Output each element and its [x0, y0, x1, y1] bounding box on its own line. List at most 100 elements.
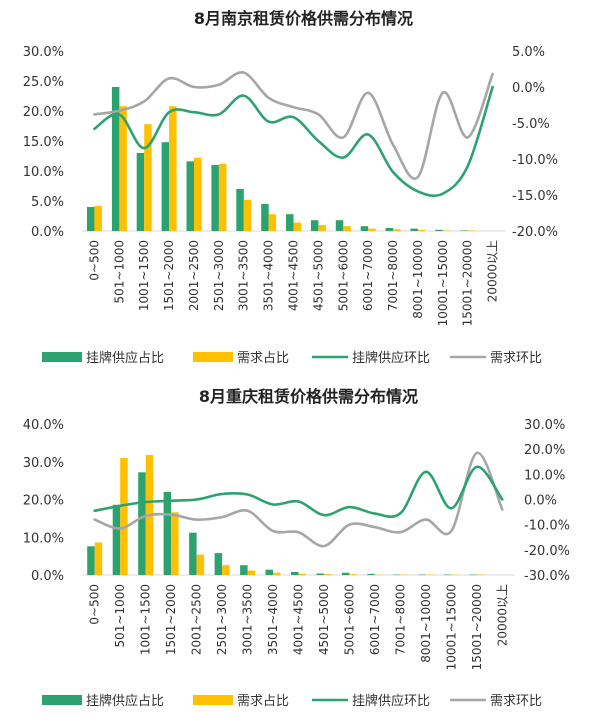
category-label: 20000以上	[486, 240, 500, 302]
bar-supply	[236, 189, 244, 231]
category-label: 7001~8000	[393, 584, 407, 655]
left-axis-tick: 20.0%	[23, 105, 64, 120]
category-label: 15001~20000	[470, 584, 484, 670]
bar-supply	[316, 573, 324, 575]
legend-label: 挂牌供应环比	[352, 350, 430, 366]
bar-supply	[410, 228, 418, 231]
bar-supply	[111, 87, 120, 231]
category-label: 2001~2500	[190, 584, 204, 655]
category-label: 15001~20000	[461, 240, 475, 326]
bar-demand	[120, 458, 128, 575]
bar-supply	[310, 220, 319, 231]
bar-supply	[265, 569, 273, 575]
right-axis-tick: -30.0%	[524, 569, 570, 584]
legend-label: 需求占比	[237, 351, 289, 366]
line-demand-mom	[93, 451, 504, 548]
category-label: 1501~2000	[164, 584, 178, 655]
bar-demand	[94, 542, 103, 575]
left-axis-tick: 25.0%	[23, 75, 64, 90]
left-axis-tick: 0.0%	[31, 569, 64, 584]
category-label: 1001~1500	[139, 584, 153, 655]
legend-label: 挂牌供应占比	[86, 350, 164, 366]
category-label: 10001~15000	[444, 584, 458, 670]
right-axis-tick: 0.0%	[524, 494, 557, 509]
legend-swatch	[42, 695, 82, 705]
legend-item: 挂牌供应环比	[312, 350, 430, 366]
left-axis-tick: 30.0%	[23, 456, 64, 471]
legend-item: 挂牌供应占比	[42, 350, 164, 366]
bar-supply	[385, 228, 394, 231]
right-axis-tick: 5.0%	[512, 45, 545, 60]
bar-demand	[144, 124, 152, 231]
bar-demand	[417, 229, 426, 231]
bar-demand	[169, 106, 177, 231]
left-axis-tick: 10.0%	[23, 165, 64, 180]
category-label: 4501~5000	[311, 240, 325, 311]
right-axis-tick: -20.0%	[512, 225, 558, 240]
right-axis-tick: -15.0%	[512, 189, 558, 204]
bar-demand	[442, 230, 451, 231]
category-label: 3001~3500	[241, 584, 255, 655]
line-demand-mom	[93, 71, 494, 180]
right-axis-tick: -20.0%	[524, 544, 570, 559]
left-axis-tick: 15.0%	[23, 135, 64, 150]
bar-demand	[298, 573, 306, 575]
chart-panel-2: 8月重庆租赁价格供需分布情况 0.0% 10.0% 20.0% 30.0% 40.0% -3…	[23, 387, 570, 709]
legend-label: 挂牌供应占比	[86, 693, 164, 709]
bar-supply	[163, 491, 172, 575]
category-label: 0~500	[88, 584, 102, 625]
bar-demand	[119, 106, 127, 231]
bar-demand	[218, 163, 227, 231]
right-axis-tick: 30.0%	[524, 418, 565, 433]
category-label: 1001~1500	[137, 240, 151, 311]
bar-demand	[243, 199, 252, 231]
right-axis-tick: 10.0%	[524, 468, 565, 483]
bar-supply	[443, 574, 452, 576]
bar-demand	[343, 226, 351, 231]
bar-demand	[293, 222, 301, 231]
bar-supply	[341, 572, 350, 575]
category-label: 2501~3000	[212, 240, 226, 311]
bar-demand	[222, 565, 230, 575]
legend-item: 需求环比	[450, 694, 542, 709]
bar-demand	[273, 572, 281, 575]
bar-supply	[291, 572, 299, 575]
category-label: 8001~10000	[419, 584, 433, 663]
category-label: 5001~6000	[342, 584, 356, 655]
category-label: 1501~2000	[162, 240, 176, 311]
bar-demand	[368, 228, 376, 231]
legend-swatch	[193, 352, 233, 362]
legend-label: 需求环比	[490, 351, 542, 366]
category-label: 4001~4500	[287, 240, 301, 311]
legend-item: 挂牌供应环比	[312, 693, 430, 709]
bar-demand	[94, 205, 102, 231]
bar-supply	[286, 214, 294, 231]
legend-item: 需求环比	[450, 351, 542, 366]
category-label: 6001~7000	[361, 240, 375, 311]
category-label: 3501~4000	[266, 584, 280, 655]
legend-item: 需求占比	[193, 351, 289, 366]
bar-supply	[214, 553, 223, 575]
bar-supply	[136, 153, 145, 231]
legend-item: 需求占比	[193, 694, 289, 709]
bar-supply	[469, 574, 477, 576]
left-axis-tick: 5.0%	[31, 195, 64, 210]
bar-supply	[418, 574, 426, 576]
legend-label: 需求环比	[490, 694, 542, 709]
category-label: 6001~7000	[368, 584, 382, 655]
bar-supply	[189, 532, 197, 575]
bar-supply	[335, 220, 344, 231]
chart-title: 8月南京租赁价格供需分布情况	[194, 9, 413, 28]
left-axis-tick: 0.0%	[31, 225, 64, 240]
bar-supply	[367, 573, 375, 575]
chart-title: 8月重庆租赁价格供需分布情况	[199, 387, 418, 406]
left-axis-tick: 10.0%	[23, 531, 64, 546]
bar-supply	[261, 204, 269, 231]
category-label: 7001~8000	[386, 240, 400, 311]
bar-supply	[211, 165, 219, 231]
bar-demand	[425, 574, 434, 576]
bar-supply	[112, 504, 121, 575]
category-label: 4001~4500	[292, 584, 306, 655]
bar-supply	[138, 472, 146, 575]
